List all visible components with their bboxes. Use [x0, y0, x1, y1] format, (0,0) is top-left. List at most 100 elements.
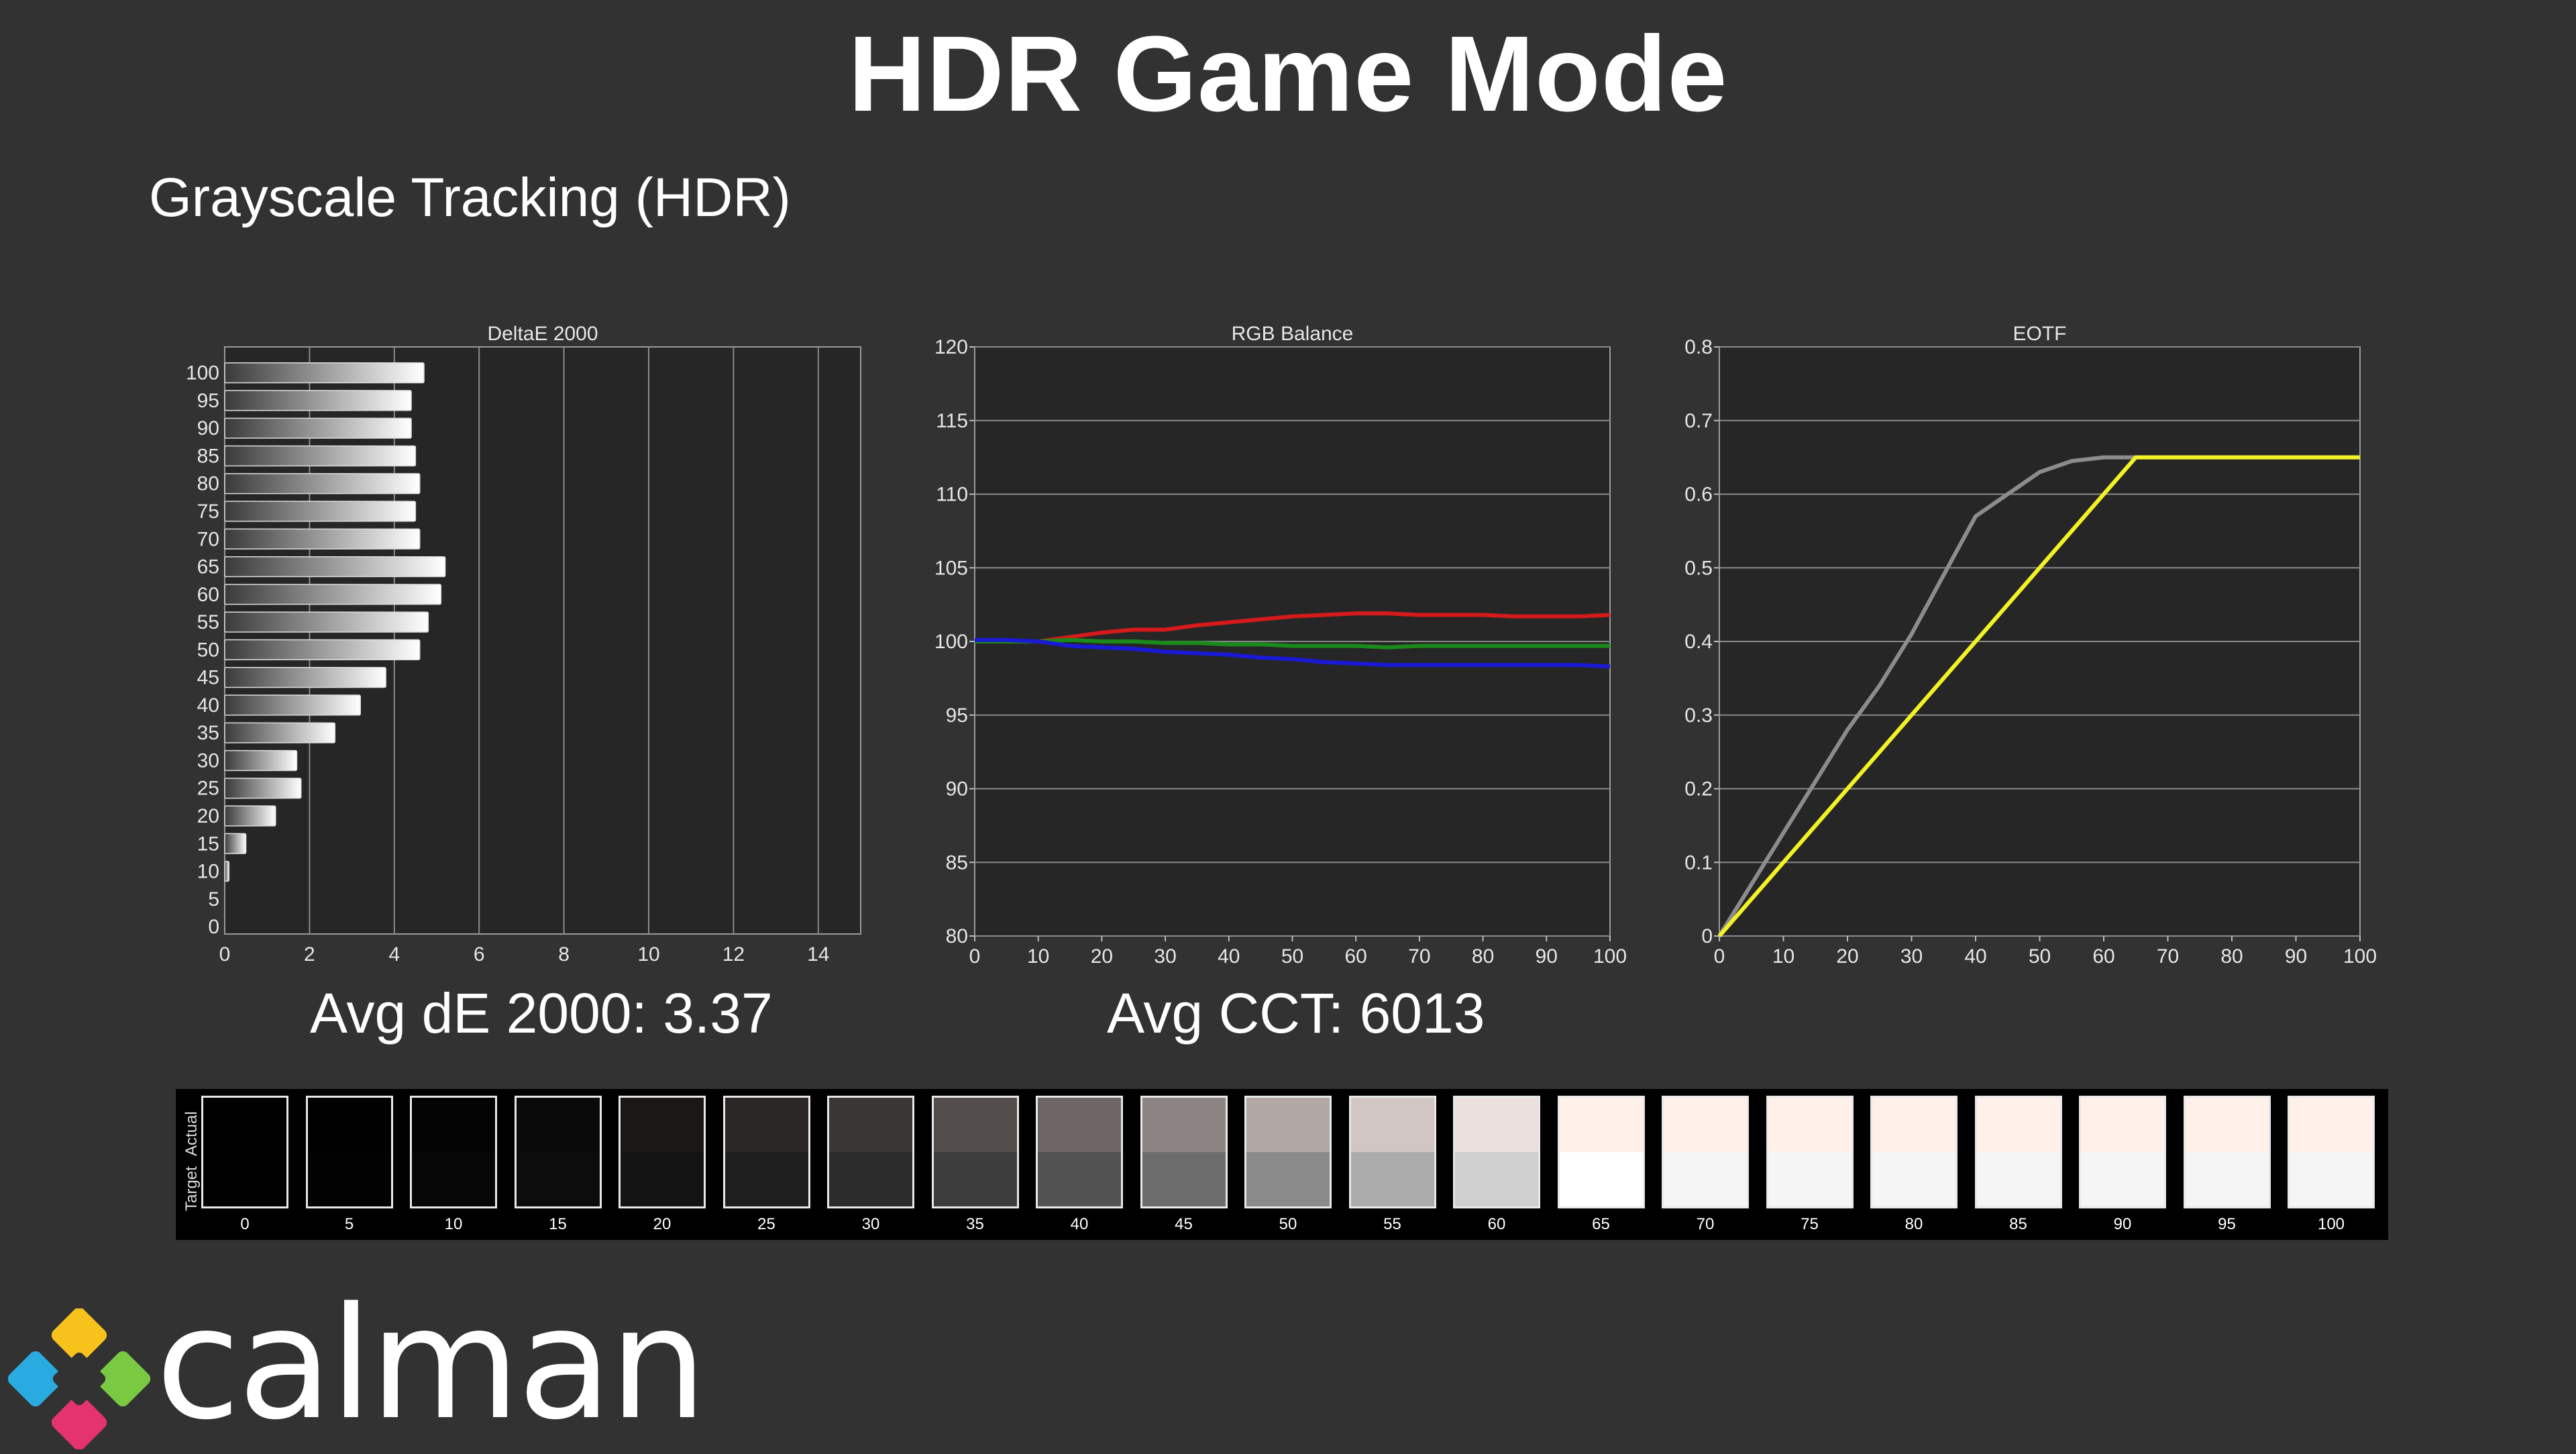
- eotf-x-tick: 20: [1836, 945, 1858, 968]
- deltae-y-tick: 70: [197, 528, 219, 550]
- deltae-y-tick: 100: [186, 362, 219, 384]
- eotf-series-line-1: [1717, 455, 2360, 937]
- swatch-label: 65: [1592, 1215, 1610, 1233]
- swatch-actual: [933, 1098, 1017, 1152]
- page-title: HDR Game Mode: [848, 13, 1728, 134]
- avg-cct-summary: Avg CCT: 6013: [1107, 982, 1485, 1045]
- rgb-x-tick: 70: [1408, 945, 1430, 968]
- rgb-title: RGB Balance: [1232, 323, 1354, 345]
- rgb-series-line-0: [975, 611, 1611, 643]
- swatch-actual: [1768, 1098, 1851, 1152]
- deltae-y-tick: 0: [208, 916, 219, 938]
- swatch-actual: [2290, 1098, 2373, 1152]
- swatch-label: 75: [1801, 1215, 1819, 1233]
- swatch-actual: [724, 1098, 808, 1152]
- swatch-actual: [2185, 1098, 2269, 1152]
- swatch: [2079, 1096, 2166, 1208]
- swatch-label: 25: [757, 1215, 775, 1233]
- deltae-x-tick: 12: [722, 943, 745, 966]
- swatch-label: 70: [1696, 1215, 1715, 1233]
- deltae-y-tick: 85: [197, 445, 219, 467]
- swatch: [305, 1096, 393, 1208]
- deltae-y-tick: 50: [197, 639, 219, 661]
- deltae-bar: [224, 749, 298, 772]
- swatch-actual: [307, 1098, 391, 1152]
- deltae-y-tick: 35: [197, 722, 219, 744]
- swatch-label: 55: [1383, 1215, 1401, 1233]
- swatch: [1870, 1096, 1957, 1208]
- swatch-actual: [1559, 1098, 1643, 1152]
- swatch-target: [1559, 1152, 1643, 1206]
- deltae-x-tick: 8: [558, 943, 570, 966]
- avg-de-summary: Avg dE 2000: 3.37: [310, 982, 773, 1045]
- swatch-target: [307, 1152, 391, 1206]
- deltae-y-tick: 25: [197, 778, 219, 800]
- deltae-x-tick: 4: [388, 943, 400, 966]
- deltae-bar: [224, 362, 425, 384]
- deltae-x-tick: 6: [474, 943, 485, 966]
- swatch-target: [1976, 1152, 2060, 1206]
- swatch-label: 50: [1279, 1215, 1297, 1233]
- swatch-target: [1350, 1152, 1434, 1206]
- deltae-y-tick: 45: [197, 667, 219, 689]
- rgb-x-tick: 80: [1472, 945, 1494, 968]
- eotf-y-tick: 0.6: [1684, 484, 1713, 506]
- eotf-y-tick: 0.5: [1684, 557, 1713, 579]
- eotf-x-tick: 0: [1714, 945, 1725, 968]
- swatch-target: [1664, 1152, 1747, 1206]
- eotf-x-tick: 70: [2157, 945, 2179, 968]
- swatch-actual: [1664, 1098, 1747, 1152]
- eotf-y-tick: 0.7: [1684, 410, 1713, 432]
- deltae-bar: [224, 667, 386, 688]
- eotf-y-tick: 0.2: [1684, 778, 1713, 800]
- deltae-bar: [224, 639, 421, 660]
- rgb-y-tick: 90: [946, 778, 968, 800]
- deltae-x-tick: 14: [807, 943, 829, 966]
- deltae-bar: [224, 611, 429, 633]
- rgb-y-tick: 115: [936, 410, 968, 432]
- deltae-y-tick: 95: [197, 390, 219, 412]
- swatch-label: 30: [861, 1215, 880, 1233]
- rgb-y-tick: 85: [946, 851, 968, 874]
- swatch-label: 100: [2317, 1215, 2345, 1233]
- swatch: [1140, 1096, 1228, 1208]
- swatch-target: [516, 1152, 600, 1206]
- swatch: [827, 1096, 914, 1208]
- deltae-bar: [224, 860, 230, 882]
- deltae-bar: [224, 833, 247, 854]
- eotf-x-tick: 40: [1964, 945, 1986, 968]
- eotf-y-tick: 0.1: [1684, 851, 1713, 874]
- swatch-actual: [1038, 1098, 1121, 1152]
- swatch-label: 40: [1070, 1215, 1089, 1233]
- eotf-title: EOTF: [2013, 323, 2067, 345]
- swatch-actual: [829, 1098, 912, 1152]
- swatch-target: [933, 1152, 1017, 1206]
- swatch-label: 90: [2113, 1215, 2132, 1233]
- calman-logo-text: calman: [156, 1275, 707, 1454]
- swatch: [410, 1096, 497, 1208]
- rgb-x-tick: 40: [1218, 945, 1240, 968]
- swatch-target: [1142, 1152, 1226, 1206]
- swatch-target: [1455, 1152, 1538, 1206]
- rgb-y-tick: 80: [946, 925, 968, 947]
- rgb-x-tick: 20: [1091, 945, 1113, 968]
- swatch: [1557, 1096, 1645, 1208]
- rgb-y-tick: 110: [936, 484, 968, 506]
- deltae-y-tick: 30: [197, 749, 219, 772]
- deltae-bar: [224, 805, 276, 827]
- swatch-target: [412, 1152, 495, 1206]
- section-title: Grayscale Tracking (HDR): [149, 167, 791, 228]
- calman-logo-icon: [7, 1308, 151, 1449]
- swatch: [2288, 1096, 2375, 1208]
- swatch: [1766, 1096, 1854, 1208]
- rgb-x-tick: 90: [1536, 945, 1558, 968]
- rgb-x-tick: 100: [1593, 945, 1627, 968]
- eotf-x-tick: 10: [1772, 945, 1794, 968]
- deltae-x-tick: 10: [637, 943, 659, 966]
- swatch: [1662, 1096, 1749, 1208]
- swatch: [1348, 1096, 1436, 1208]
- swatch-label: 45: [1175, 1215, 1193, 1233]
- swatch: [722, 1096, 810, 1208]
